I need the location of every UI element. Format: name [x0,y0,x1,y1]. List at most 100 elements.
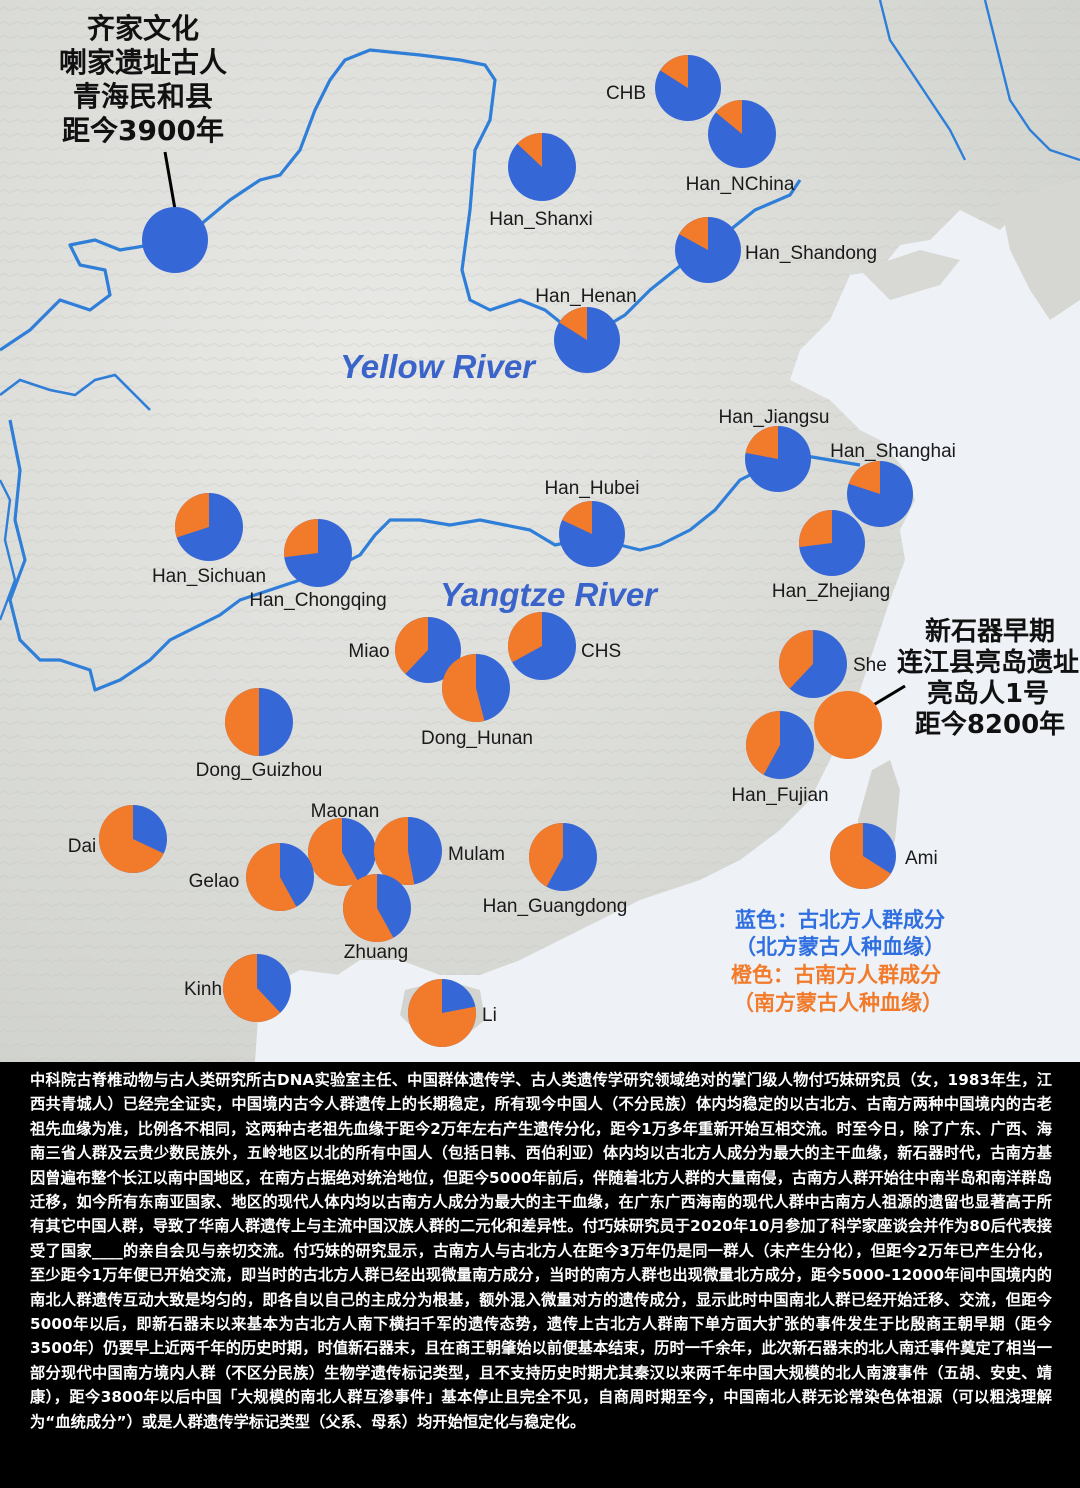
label-gelao: Gelao [189,871,240,892]
pie-south-slice [395,617,428,675]
pie-south-slice [529,823,563,887]
pie-south-slice [99,805,164,873]
pie-south-slice [374,817,415,885]
ancient-south-line4: 距今8200年 [915,709,1065,740]
ancient-south-line3: 亮岛人1号 [927,678,1049,709]
label-han-guangdong: Han_Guangdong [483,896,628,917]
pie-han-henan [554,307,620,373]
pie-south-slice [174,493,209,538]
pie-south-slice [745,426,778,459]
yellow-river-branch [0,373,151,411]
label-han-jiangsu: Han_Jiangsu [719,407,830,428]
pie-south-slice [507,612,542,663]
label-chb: CHB [606,83,646,104]
pie-south-slice [562,501,592,534]
pie-han-guangdong [529,823,597,891]
northeast-river [878,0,967,161]
ancient-sample-north: 齐家文化 喇家遗址古人 青海民和县 距今3900年 [59,12,227,273]
label-han-fujian: Han_Fujian [731,785,828,806]
label-li: Li [482,1005,497,1026]
label-chs: CHS [581,641,621,662]
yangtze-river-label: Yangtze River [440,576,659,613]
label-han-chongqing: Han_Chongqing [249,590,386,611]
korea-land [1000,180,1080,320]
pie-han-sichuan [174,493,243,561]
label-she: She [853,655,887,676]
pie-south-slice [343,874,394,943]
pie-south-slice [779,630,813,689]
shandong-peninsula [860,250,960,300]
yellow-river [0,48,802,352]
label-han-sichuan: Han_Sichuan [152,566,266,587]
pie-han-shanxi [508,133,576,201]
ancient-north-pointer [163,151,178,216]
label-han-shanxi: Han_Shanxi [489,209,593,230]
pie-south-slice [225,688,259,756]
ancient-sample-south: 新石器早期 连江县亮岛遗址 亮岛人1号 距今8200年 [814,616,1079,759]
pie-han-jiangsu [745,426,811,492]
pie-south-slice [848,461,880,494]
pie-han-shandong [675,217,741,283]
pie-maonan [308,818,376,887]
yangtze-tributary [0,479,17,621]
yellow-river-label: Yellow River [340,348,537,385]
ancient-south-line2: 连江县亮岛遗址 [897,647,1079,678]
label-kinh: Kinh [184,979,222,1000]
label-han-shandong: Han_Shandong [745,243,877,264]
pie-dong-hunan [441,654,510,723]
pie-chs [507,612,576,680]
caption-panel: 中科院古脊椎动物与古人类研究所古DNA实验室主任、中国群体遗传学、古人类遗传学研… [0,1062,1080,1488]
ancient-north-pie [142,207,208,273]
pie-south-slice [308,818,359,887]
ancient-south-line1: 新石器早期 [925,616,1055,647]
ancient-south-pie [814,691,882,759]
pie-ami [830,823,896,889]
legend-blue-line1: 蓝色：古北方人群成分 [735,908,945,932]
label-dong-guizhou: Dong_Guizhou [196,760,323,781]
pie-south-slice [559,307,587,340]
map-canvas: Yellow River Yangtze River CHB Han_NChina… [0,0,1080,1062]
label-zhuang: Zhuang [344,942,408,963]
label-han-shanghai: Han_Shanghai [830,441,956,462]
pie-gelao [246,843,314,911]
pie-zhuang [343,874,411,943]
pie-south-slice [246,843,297,911]
pie-han-fujian [745,711,814,779]
pie-south-slice [284,519,318,558]
legend: 蓝色：古北方人群成分 （北方蒙古人种血缘） 橙色：古南方人群成分 （南方蒙古人种… [731,908,945,1015]
ancient-north-line4: 距今3900年 [62,114,224,147]
pie-south-slice [408,979,476,1047]
ancient-north-line3: 青海民和县 [73,80,213,113]
terrain-texture [0,0,1080,1062]
caption-text: 中科院古脊椎动物与古人类研究所古DNA实验室主任、中国群体遗传学、古人类遗传学研… [30,1071,1052,1431]
pie-han-shanghai [847,461,913,527]
legend-blue-line2: （北方蒙古人种血缘） [735,935,945,959]
pie-south-slice [660,55,688,88]
pie-han-nchina [708,100,776,168]
ancient-north-line1: 齐家文化 [87,12,199,45]
pie-chb [655,55,721,121]
gulf-shore [255,960,400,1062]
pie-kinh [223,954,291,1023]
population-pies [99,55,913,1047]
pie-south-slice [223,954,281,1023]
pie-miao [395,617,461,683]
label-maonan: Maonan [311,801,380,822]
pie-dong-guizhou [225,688,293,756]
label-dong-hunan: Dong_Hunan [421,728,533,749]
pie-li [408,979,476,1047]
pie-dai [99,805,167,873]
pie-han-chongqing [284,519,352,587]
ancient-north-line2: 喇家遗址古人 [59,46,227,79]
pie-south-slice [799,510,832,548]
legend-orange-line2: （南方蒙古人种血缘） [733,991,943,1015]
label-ami: Ami [905,848,938,869]
label-han-nchina: Han_NChina [686,174,795,195]
pie-mulam [374,817,442,885]
label-han-henan: Han_Henan [535,286,636,307]
pie-south-slice [441,654,485,723]
population-labels: CHB Han_NChina Han_Shanxi Han_Shandong Han_H… [68,83,956,1026]
pie-south-slice [745,711,780,775]
north-border-river [983,0,1080,162]
legend-orange-line1: 橙色：古南方人群成分 [731,963,941,987]
